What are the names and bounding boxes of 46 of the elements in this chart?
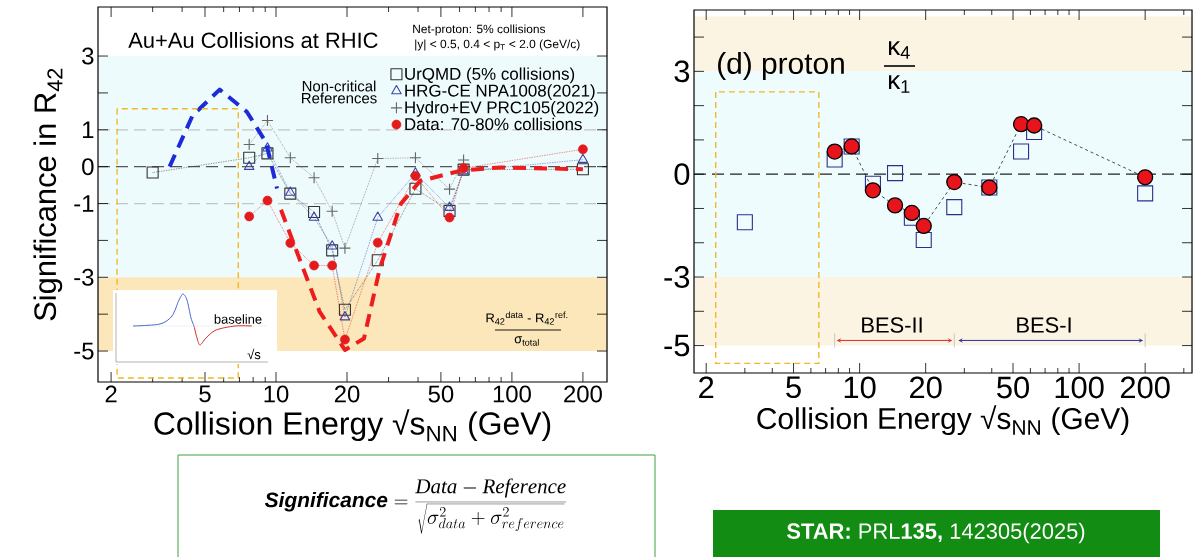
- annotation: R$_{42}$$^{data}$ - R$_{42}$ref.: [486, 311, 568, 325]
- x-axis-title: Collision Energy √s$_{NN}$ (GeV): [757, 405, 1129, 436]
- y-tick-label: -5: [74, 342, 94, 360]
- x-tick-label: 100: [493, 385, 531, 403]
- y-tick-label: 0: [674, 163, 690, 186]
- legend-label: Data: 70-80% collisions: [405, 117, 582, 131]
- x-tick-label: 200: [564, 385, 602, 403]
- annotation: |y| < 0.5, 0.4 < p$_{T}$ < 2.0 (GeV/c): [415, 39, 580, 51]
- legend-label: UrQMD (5% collisions): [405, 67, 575, 84]
- y-tick-label: -3: [664, 266, 690, 288]
- legend-label: HRG-CE NPA1008(2021): [405, 84, 595, 100]
- annotation: κ$_{1}$: [888, 75, 910, 93]
- x-axis-title: Collision Energy √s$_{NN}$ (GeV): [154, 409, 551, 442]
- x-tick-label: 2: [699, 376, 714, 399]
- x-tick-label: 50: [428, 385, 454, 403]
- legend-label: Hydro+EV PRC105(2022): [405, 100, 599, 117]
- text: (d) proton: [718, 52, 844, 80]
- annotation: √s: [247, 348, 261, 360]
- x-tick-label: 50: [997, 376, 1029, 399]
- y-tick-label: -1: [74, 195, 94, 212]
- y-tick-label: 0: [82, 158, 94, 176]
- x-tick-label: 10: [844, 376, 876, 399]
- x-tick-label: 200: [1120, 376, 1170, 399]
- annotation: Non-critical References: [302, 80, 377, 104]
- text: STAR: PRL135, 142305(2025): [786, 522, 1085, 544]
- y-tick-label: 3: [82, 47, 94, 65]
- y-tick-label: 3: [674, 60, 690, 83]
- annotation: σ$_{total}$: [514, 336, 539, 346]
- text: $\textbf{\textit{Significance}} = \frac{\mathit{Data} - \mathit{Reference}}{\sqrt{\sigma^{2}_{data}+\sigma^{2}_{reference}}}$: [264, 478, 567, 534]
- annotation: κ$_{4}$: [888, 41, 910, 59]
- annotation: BES-I: [1017, 317, 1071, 333]
- y-tick-label: -3: [74, 268, 94, 286]
- y-tick-label: 1: [83, 121, 94, 139]
- annotation: baseline: [214, 314, 262, 324]
- x-tick-label: 5: [199, 385, 211, 403]
- y-tick-label: -5: [664, 334, 690, 357]
- x-tick-label: 20: [910, 376, 942, 399]
- x-tick-label: 100: [1055, 376, 1104, 399]
- x-tick-label: 10: [264, 385, 289, 403]
- text: Au+Au Collisions at RHIC: [128, 31, 378, 49]
- x-tick-label: 5: [786, 376, 801, 399]
- annotation: BES-II: [862, 317, 922, 333]
- text: Net-proton: 5% collisions: [413, 24, 546, 36]
- x-tick-label: 2: [105, 385, 117, 403]
- x-tick-label: 20: [334, 385, 360, 403]
- y-axis-title: Significance in R$_{42}$: [33, 68, 63, 321]
